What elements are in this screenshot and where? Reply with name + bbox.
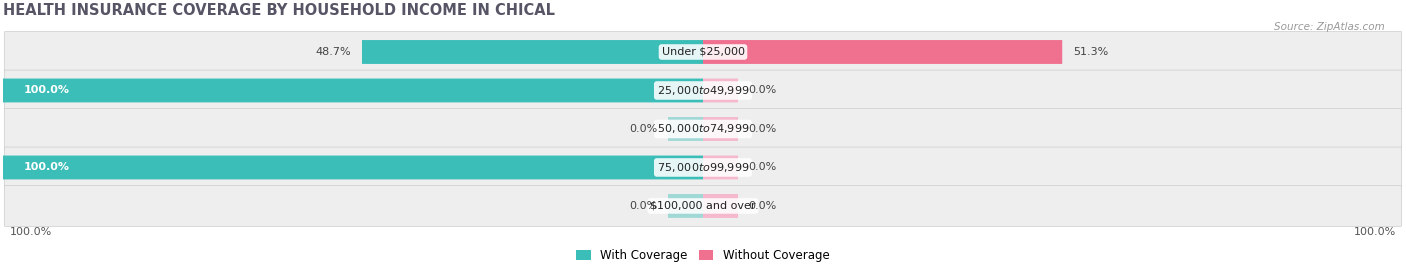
Text: 100.0%: 100.0% [24, 86, 70, 95]
FancyBboxPatch shape [4, 147, 1402, 188]
FancyBboxPatch shape [703, 155, 738, 179]
Text: 0.0%: 0.0% [748, 124, 776, 134]
FancyBboxPatch shape [4, 186, 1402, 226]
FancyBboxPatch shape [3, 155, 703, 179]
Text: 100.0%: 100.0% [24, 162, 70, 172]
FancyBboxPatch shape [4, 31, 1402, 72]
Text: 0.0%: 0.0% [748, 162, 776, 172]
Text: $100,000 and over: $100,000 and over [650, 201, 756, 211]
FancyBboxPatch shape [4, 70, 1402, 111]
Text: $25,000 to $49,999: $25,000 to $49,999 [657, 84, 749, 97]
FancyBboxPatch shape [703, 117, 738, 141]
Text: Under $25,000: Under $25,000 [661, 47, 745, 57]
Text: 0.0%: 0.0% [748, 86, 776, 95]
FancyBboxPatch shape [4, 109, 1402, 149]
FancyBboxPatch shape [703, 79, 738, 102]
FancyBboxPatch shape [668, 117, 703, 141]
Text: HEALTH INSURANCE COVERAGE BY HOUSEHOLD INCOME IN CHICAL: HEALTH INSURANCE COVERAGE BY HOUSEHOLD I… [3, 3, 555, 18]
FancyBboxPatch shape [703, 194, 738, 218]
Legend: With Coverage, Without Coverage: With Coverage, Without Coverage [572, 245, 834, 267]
Text: 0.0%: 0.0% [630, 201, 658, 211]
Text: 0.0%: 0.0% [630, 124, 658, 134]
Text: 0.0%: 0.0% [748, 201, 776, 211]
Text: $50,000 to $74,999: $50,000 to $74,999 [657, 122, 749, 136]
FancyBboxPatch shape [703, 40, 1062, 64]
FancyBboxPatch shape [361, 40, 703, 64]
Text: 100.0%: 100.0% [1354, 227, 1396, 237]
Text: $75,000 to $99,999: $75,000 to $99,999 [657, 161, 749, 174]
Text: 51.3%: 51.3% [1073, 47, 1108, 57]
FancyBboxPatch shape [668, 194, 703, 218]
FancyBboxPatch shape [3, 79, 703, 102]
Text: Source: ZipAtlas.com: Source: ZipAtlas.com [1274, 22, 1385, 31]
Text: 100.0%: 100.0% [10, 227, 52, 237]
Text: 48.7%: 48.7% [316, 47, 352, 57]
